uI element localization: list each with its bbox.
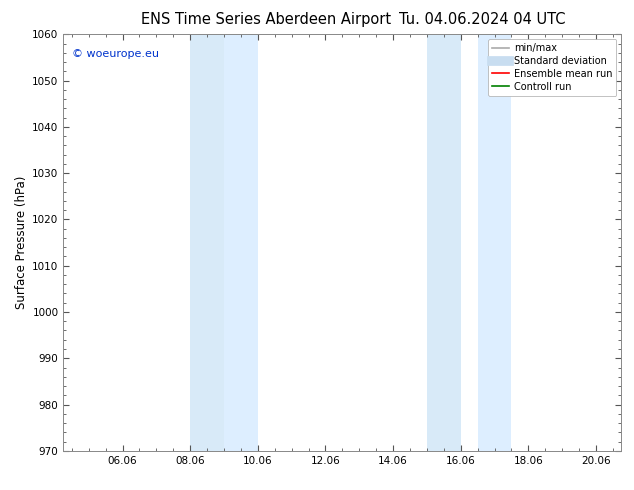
Bar — [427, 34, 461, 451]
Text: Tu. 04.06.2024 04 UTC: Tu. 04.06.2024 04 UTC — [399, 12, 565, 27]
Text: © woeurope.eu: © woeurope.eu — [72, 49, 158, 59]
Text: ENS Time Series Aberdeen Airport: ENS Time Series Aberdeen Airport — [141, 12, 391, 27]
Legend: min/max, Standard deviation, Ensemble mean run, Controll run: min/max, Standard deviation, Ensemble me… — [488, 39, 616, 96]
Bar — [224, 34, 258, 451]
Bar — [477, 34, 512, 451]
Y-axis label: Surface Pressure (hPa): Surface Pressure (hPa) — [15, 176, 28, 309]
Bar — [190, 34, 224, 451]
